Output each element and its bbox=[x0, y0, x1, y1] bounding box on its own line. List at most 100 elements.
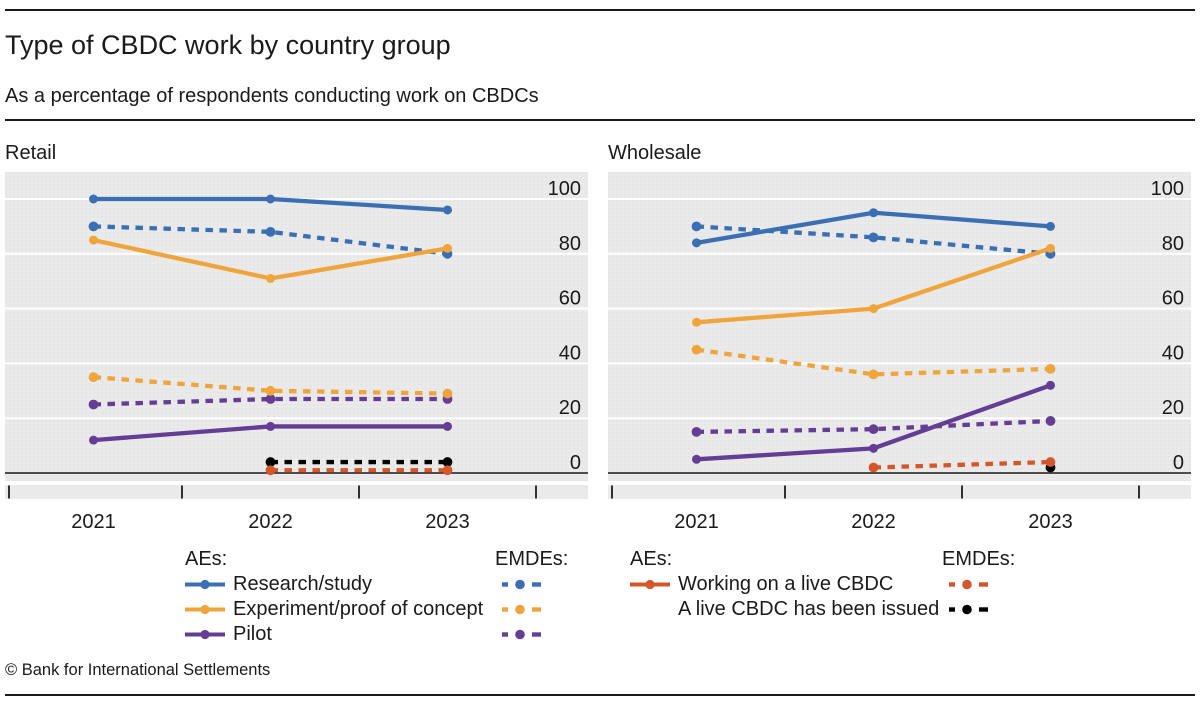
legend-aes-swatch-cell bbox=[630, 572, 678, 597]
legend-dashed-line-swatch bbox=[949, 579, 988, 590]
y-axis-label: 40 bbox=[1162, 342, 1184, 364]
legend-aes-header: AEs: bbox=[185, 547, 228, 570]
data-point bbox=[868, 369, 879, 380]
data-point bbox=[869, 208, 878, 218]
data-point bbox=[442, 465, 453, 476]
y-axis-label: 80 bbox=[559, 233, 581, 255]
data-point bbox=[1045, 416, 1056, 426]
panel-wholesale: Wholesale 0 20 40 60 80 100 2021 2022 2023 bbox=[608, 140, 1191, 545]
legend-emdes-swatch-cell bbox=[495, 597, 579, 622]
y-axis-label: 0 bbox=[1173, 452, 1184, 474]
data-point bbox=[869, 443, 878, 453]
legend-dashed-line-swatch bbox=[502, 629, 541, 640]
panel-title-wholesale: Wholesale bbox=[608, 142, 702, 164]
x-axis-label: 2022 bbox=[248, 511, 293, 533]
data-point bbox=[266, 194, 275, 204]
data-point bbox=[691, 344, 702, 355]
y-axis-label: 0 bbox=[570, 452, 581, 474]
data-point bbox=[89, 435, 98, 445]
legend-dashed-line-swatch bbox=[949, 604, 988, 615]
x-axis-label: 2021 bbox=[71, 511, 116, 533]
data-point bbox=[868, 232, 879, 243]
data-point bbox=[443, 243, 452, 253]
header-divider-rule bbox=[5, 119, 1195, 121]
data-point bbox=[442, 388, 453, 399]
legend-live-cbdc: AEs: EMDEs: Working on a live CBDC A live C… bbox=[630, 546, 1026, 622]
data-point bbox=[442, 457, 453, 467]
series-line bbox=[696, 347, 1051, 377]
data-point bbox=[266, 273, 275, 283]
data-point bbox=[1046, 243, 1055, 253]
data-point bbox=[443, 421, 452, 431]
bottom-rule bbox=[5, 694, 1195, 696]
legend-dashed-line-swatch bbox=[502, 604, 541, 615]
data-point bbox=[692, 454, 701, 464]
series-line bbox=[696, 418, 1051, 435]
data-point bbox=[265, 465, 276, 476]
retail-line-chart: 0 20 40 60 80 100 2021 2022 2023 bbox=[5, 172, 588, 545]
legend-emdes-swatch-cell bbox=[942, 597, 1026, 622]
x-axis-label: 2023 bbox=[425, 511, 470, 533]
legend-item-label: A live CBDC has been issued bbox=[678, 598, 940, 620]
data-point bbox=[266, 421, 275, 431]
y-axis-label: 80 bbox=[1162, 233, 1184, 255]
copyright-note: © Bank for International Settlements bbox=[5, 661, 271, 679]
data-point bbox=[868, 462, 879, 473]
data-point bbox=[1045, 457, 1056, 467]
legend-solid-line-swatch bbox=[185, 579, 225, 590]
x-axis-label: 2023 bbox=[1028, 511, 1073, 533]
legend-solid-line-swatch bbox=[630, 579, 670, 590]
data-point bbox=[265, 394, 276, 404]
data-point bbox=[88, 399, 99, 410]
legend-dashed-line-swatch bbox=[502, 579, 541, 590]
y-axis-label: 60 bbox=[1162, 288, 1184, 310]
data-point bbox=[1046, 221, 1055, 231]
data-point bbox=[265, 385, 276, 396]
legend-emdes-header: EMDEs: bbox=[495, 547, 569, 570]
data-point bbox=[692, 317, 701, 327]
y-axis-label: 20 bbox=[1162, 397, 1184, 419]
wholesale-line-chart: 0 20 40 60 80 100 2021 2022 2023 bbox=[608, 172, 1191, 545]
y-axis-label: 20 bbox=[559, 397, 581, 419]
legend-emdes-swatch-cell bbox=[942, 572, 1026, 597]
chart-subtitle: As a percentage of respondents conductin… bbox=[5, 85, 539, 107]
x-axis-label: 2022 bbox=[851, 511, 896, 533]
wholesale-chart-svg: 0 20 40 60 80 100 2021 2022 2023 bbox=[608, 172, 1191, 533]
panel-title-retail: Retail bbox=[5, 142, 57, 164]
data-point bbox=[265, 457, 276, 467]
data-point bbox=[1045, 363, 1056, 374]
legend-item-label: Pilot bbox=[233, 623, 272, 645]
chart-title: Type of CBDC work by country group bbox=[5, 30, 451, 60]
data-point bbox=[691, 427, 702, 437]
y-axis-label: 100 bbox=[548, 178, 581, 200]
y-axis-label: 60 bbox=[559, 288, 581, 310]
data-point bbox=[265, 226, 276, 237]
legend-aes-header: AEs: bbox=[630, 547, 673, 570]
panel-retail: Retail 0 20 40 60 80 100 2021 2022 2023 bbox=[5, 140, 588, 545]
series-line bbox=[696, 224, 1051, 256]
legend-item-label: Working on a live CBDC bbox=[678, 573, 894, 595]
x-tick-band bbox=[608, 485, 1191, 499]
legend-aes-swatch-cell bbox=[185, 597, 233, 622]
data-point bbox=[691, 221, 702, 232]
legend-emdes-swatch-cell bbox=[495, 572, 579, 597]
legend-item-label: Experiment/proof of concept bbox=[233, 598, 484, 620]
data-point bbox=[88, 372, 99, 382]
legend-aes-swatch-cell bbox=[630, 597, 678, 622]
legend-solid-line-swatch bbox=[185, 629, 225, 640]
data-point bbox=[443, 205, 452, 215]
data-point bbox=[1046, 380, 1055, 390]
top-rule bbox=[5, 9, 1195, 11]
y-axis-label: 100 bbox=[1151, 178, 1184, 200]
legend-aes-swatch-cell bbox=[185, 572, 233, 597]
y-axis-label: 40 bbox=[559, 342, 581, 364]
data-point bbox=[868, 424, 879, 435]
series-line bbox=[93, 224, 448, 256]
x-tick-band bbox=[5, 485, 588, 499]
legend-item-label: Research/study bbox=[233, 573, 372, 595]
series-line bbox=[93, 374, 448, 396]
series-line bbox=[873, 459, 1051, 470]
series-line bbox=[93, 396, 448, 407]
legend-solid-line-swatch bbox=[185, 604, 225, 615]
